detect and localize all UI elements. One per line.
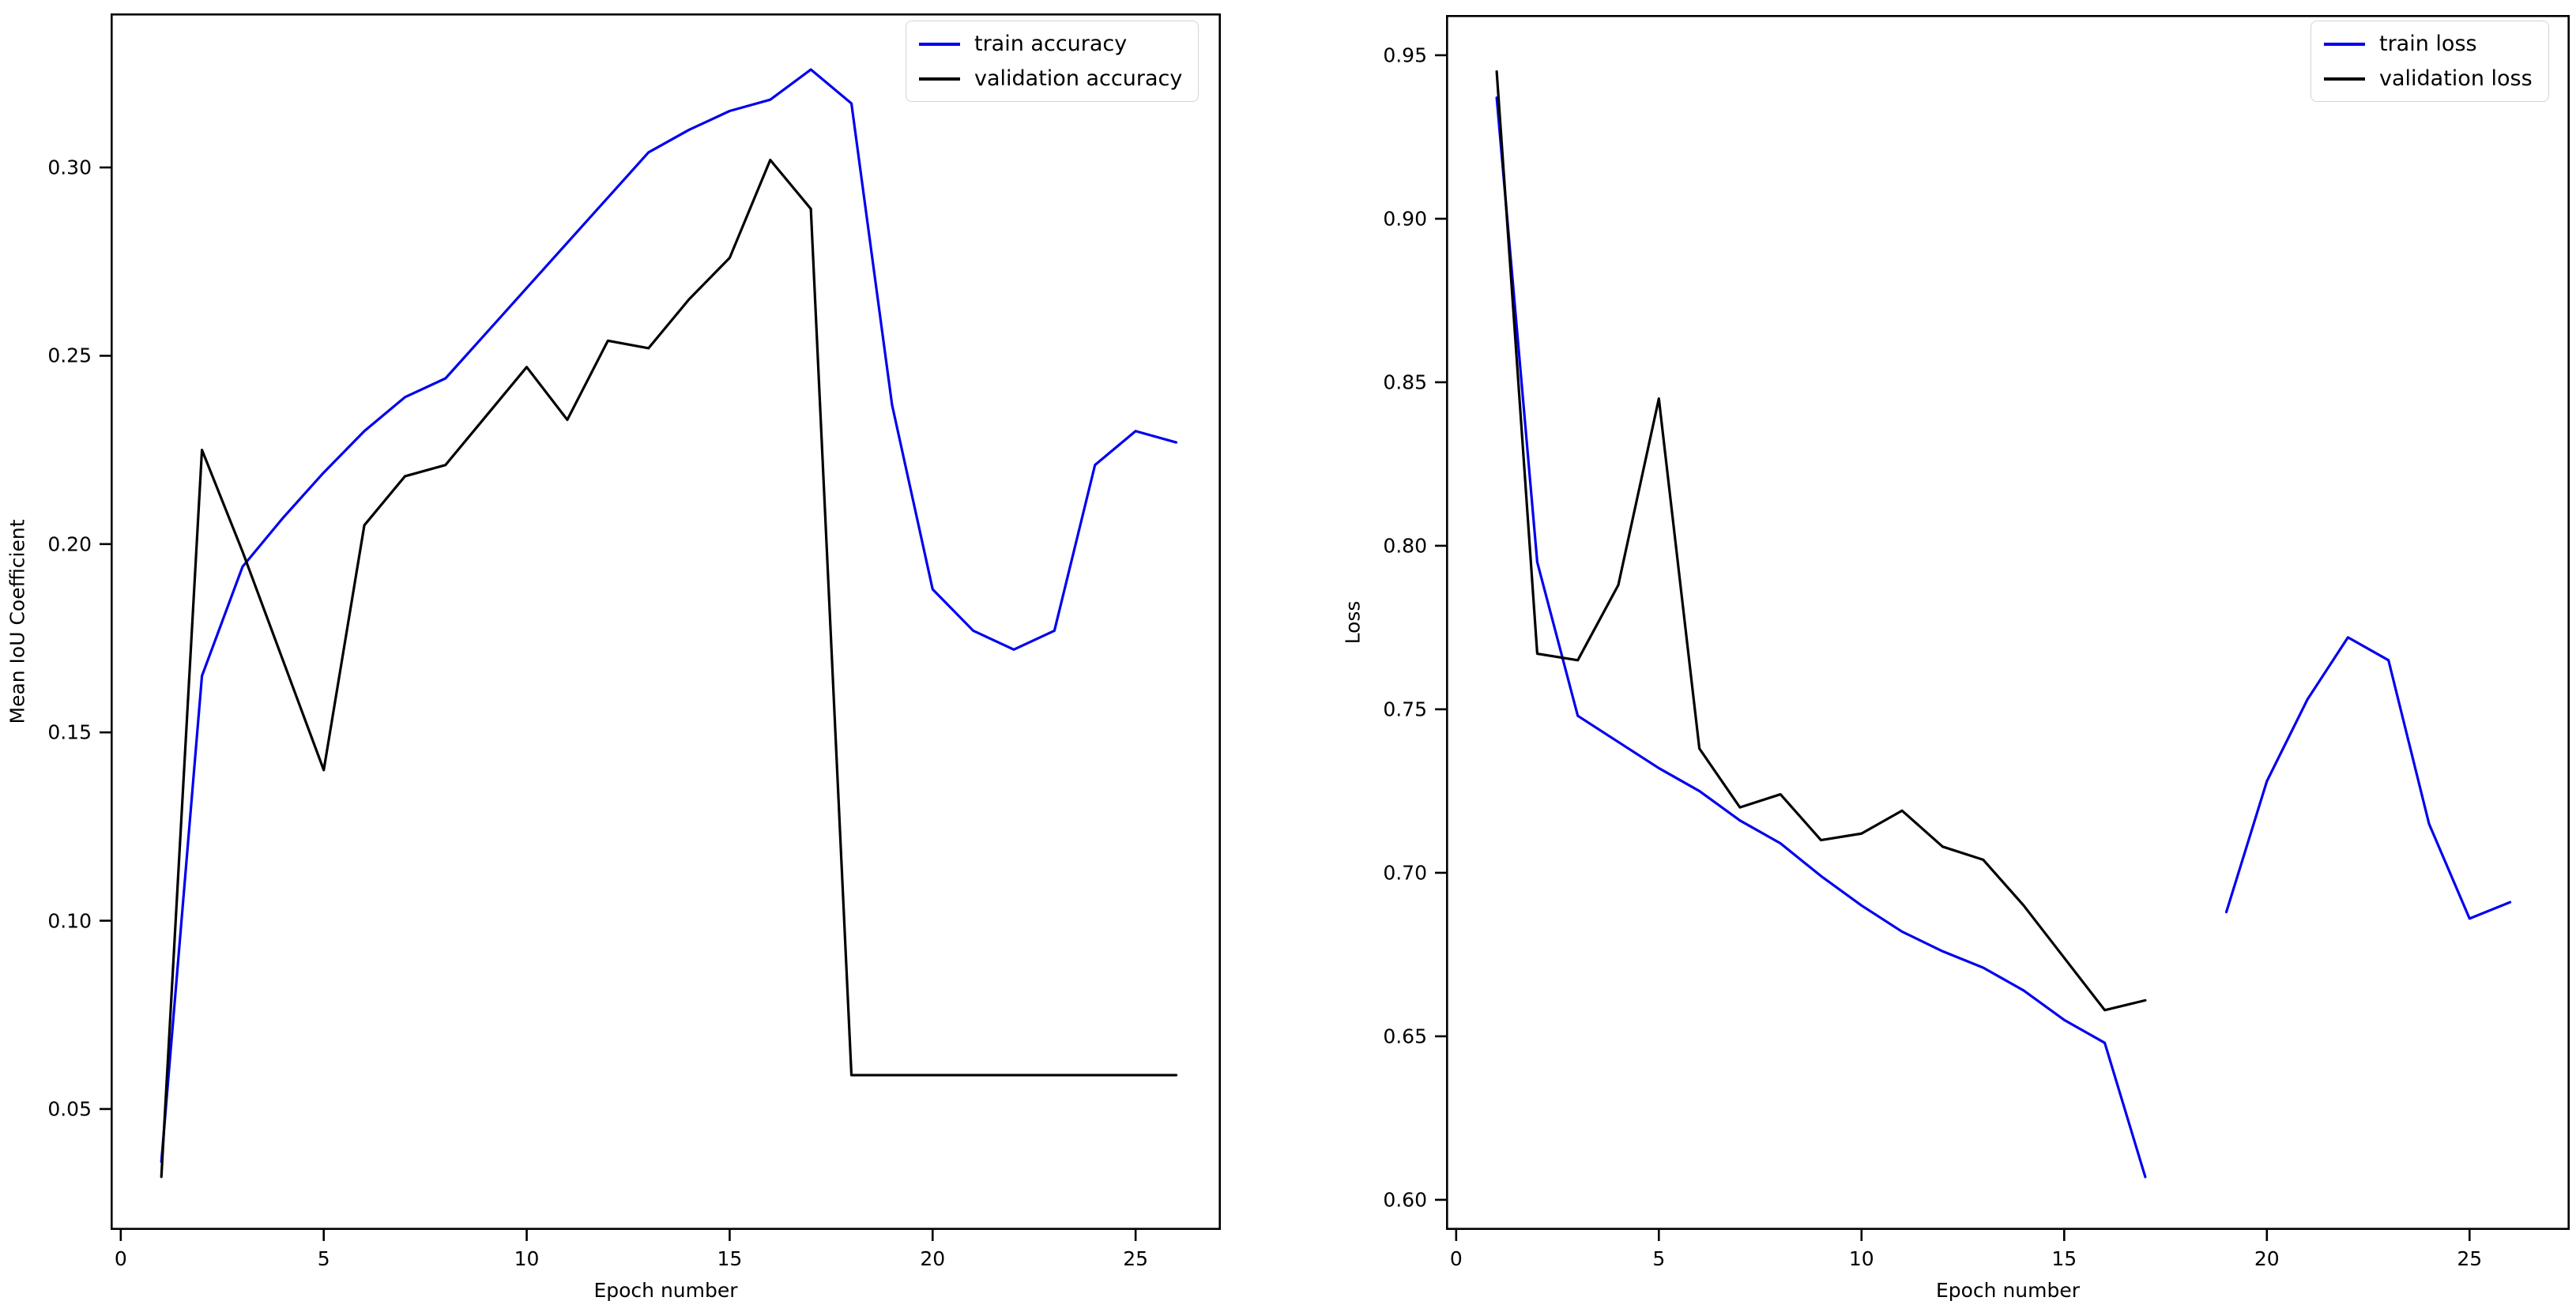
chart-panel-loss: Epoch number Loss 0 5 10 15 20 25 0.60 0.65 0.70… <box>1342 14 2570 1302</box>
x-tick-label: 0 <box>1449 1247 1463 1270</box>
validation-loss-line <box>1495 70 2147 1012</box>
legend-item-train-loss: train loss <box>2324 32 2533 56</box>
x-tick-label: 15 <box>2051 1247 2077 1270</box>
y-tick-label: 0.10 <box>47 909 92 933</box>
legend: train accuracy validation accuracy <box>906 21 1199 103</box>
legend-item-train-accuracy: train accuracy <box>919 32 1182 56</box>
legend-item-label: train accuracy <box>974 32 1128 56</box>
x-axis-label: Epoch number <box>593 1279 738 1302</box>
y-tick-label: 0.65 <box>1383 1025 1427 1048</box>
plot-area <box>100 13 1222 1241</box>
legend-item-label: validation loss <box>2379 66 2533 91</box>
x-tick-label: 5 <box>317 1247 330 1270</box>
legend-item-validation-loss: validation loss <box>2324 66 2533 91</box>
train-loss-legend-line-icon <box>2324 42 2365 46</box>
x-tick-label: 20 <box>920 1247 946 1270</box>
y-tick-label: 0.70 <box>1383 861 1427 885</box>
legend-item-validation-accuracy: validation accuracy <box>919 66 1183 91</box>
y-tick-label: 0.85 <box>1383 370 1427 394</box>
train-loss-line <box>1495 96 2147 1179</box>
x-tick-label: 5 <box>1652 1247 1666 1270</box>
legend-item-label: train loss <box>2379 32 2477 56</box>
y-tick-label: 0.95 <box>1383 43 1427 67</box>
y-tick-label: 0.75 <box>1383 697 1427 721</box>
legend: train loss validation loss <box>2310 21 2549 103</box>
y-tick-label: 0.90 <box>1383 207 1427 231</box>
x-tick-label: 15 <box>717 1247 743 1270</box>
axes-spines <box>1445 14 2570 1231</box>
train-loss-line <box>2224 636 2512 920</box>
validation-accuracy-legend-line-icon <box>919 77 960 81</box>
x-tick-label: 20 <box>2254 1247 2280 1270</box>
x-axis-label: Epoch number <box>1935 1279 2081 1302</box>
chart-panel-mean-iou: Epoch number Mean IoU Coefficient 0 5 10 15… <box>6 13 1222 1302</box>
validation-accuracy-line <box>160 158 1178 1179</box>
validation-loss-legend-line-icon <box>2324 77 2365 81</box>
y-tick-label: 0.15 <box>47 720 92 744</box>
y-axis-label: Mean IoU Coefficient <box>6 519 29 724</box>
y-tick-label: 0.20 <box>47 532 92 556</box>
y-axis-label: Loss <box>1341 600 1365 645</box>
axes-spines <box>110 13 1222 1231</box>
x-tick-label: 0 <box>114 1247 127 1270</box>
plot-area <box>1435 14 2570 1241</box>
train-accuracy-legend-line-icon <box>919 42 960 46</box>
x-tick-label: 10 <box>514 1247 540 1270</box>
legend-item-label: validation accuracy <box>974 66 1183 91</box>
y-tick-label: 0.25 <box>47 344 92 367</box>
train-accuracy-line <box>160 68 1178 1164</box>
x-tick-label: 25 <box>2457 1247 2483 1270</box>
y-tick-label: 0.05 <box>47 1097 92 1121</box>
y-tick-label: 0.80 <box>1383 534 1427 558</box>
y-tick-label: 0.30 <box>47 156 92 179</box>
x-tick-label: 10 <box>1848 1247 1874 1270</box>
y-tick-label: 0.60 <box>1383 1188 1427 1212</box>
x-tick-label: 25 <box>1123 1247 1149 1270</box>
